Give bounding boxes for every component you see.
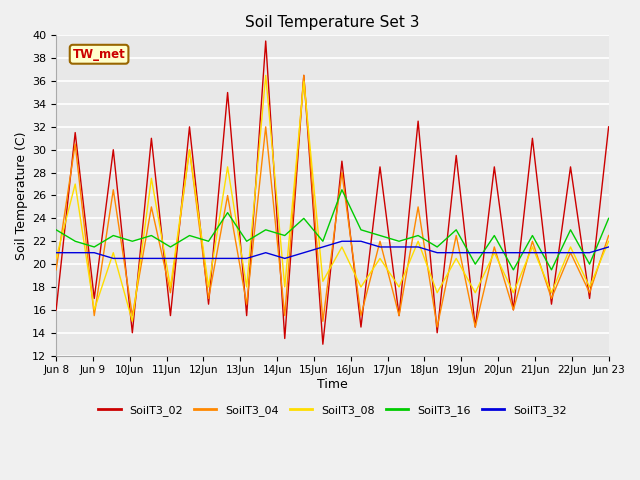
Legend: SoilT3_02, SoilT3_04, SoilT3_08, SoilT3_16, SoilT3_32: SoilT3_02, SoilT3_04, SoilT3_08, SoilT3_… xyxy=(94,401,571,420)
Text: TW_met: TW_met xyxy=(73,48,125,61)
X-axis label: Time: Time xyxy=(317,378,348,391)
Y-axis label: Soil Temperature (C): Soil Temperature (C) xyxy=(15,131,28,260)
Title: Soil Temperature Set 3: Soil Temperature Set 3 xyxy=(245,15,420,30)
